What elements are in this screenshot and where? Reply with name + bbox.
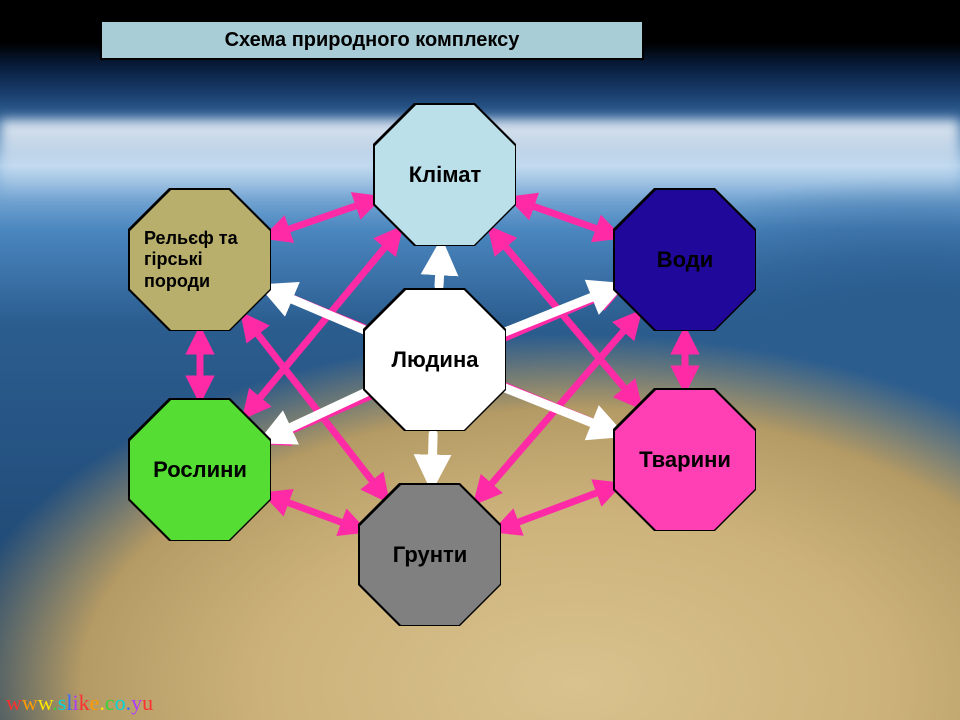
node-water: Води	[615, 190, 755, 330]
node-relief: Рельєф та гірські породи	[130, 190, 270, 330]
diagram-stage: Схема природного комплексу ЛюдинаКліматВ…	[0, 0, 960, 720]
center-edge-plants	[267, 391, 368, 438]
node-climate-label: Клімат	[375, 105, 515, 245]
edge-soil-plants	[269, 496, 360, 530]
edge-climate-water	[515, 200, 615, 236]
center-edge-water	[504, 287, 617, 332]
node-climate: Клімат	[375, 105, 515, 245]
node-center: Людина	[365, 290, 505, 430]
node-soil: Грунти	[360, 485, 500, 625]
center-edge-climate	[439, 249, 441, 286]
node-soil-label: Грунти	[360, 485, 500, 625]
center-edge-soil	[432, 434, 433, 481]
node-water-label: Води	[615, 190, 755, 330]
node-animals-label: Тварини	[615, 390, 755, 530]
center-edge-animals	[504, 387, 617, 432]
node-animals: Тварини	[615, 390, 755, 530]
node-relief-label: Рельєф та гірські породи	[130, 190, 270, 330]
node-center-label: Людина	[365, 290, 505, 430]
edge-animals-soil	[499, 486, 615, 529]
node-plants-label: Рослини	[130, 400, 270, 540]
node-plants: Рослини	[130, 400, 270, 540]
watermark: www.slike.co.yu	[6, 690, 153, 716]
edge-relief-climate	[270, 199, 375, 235]
